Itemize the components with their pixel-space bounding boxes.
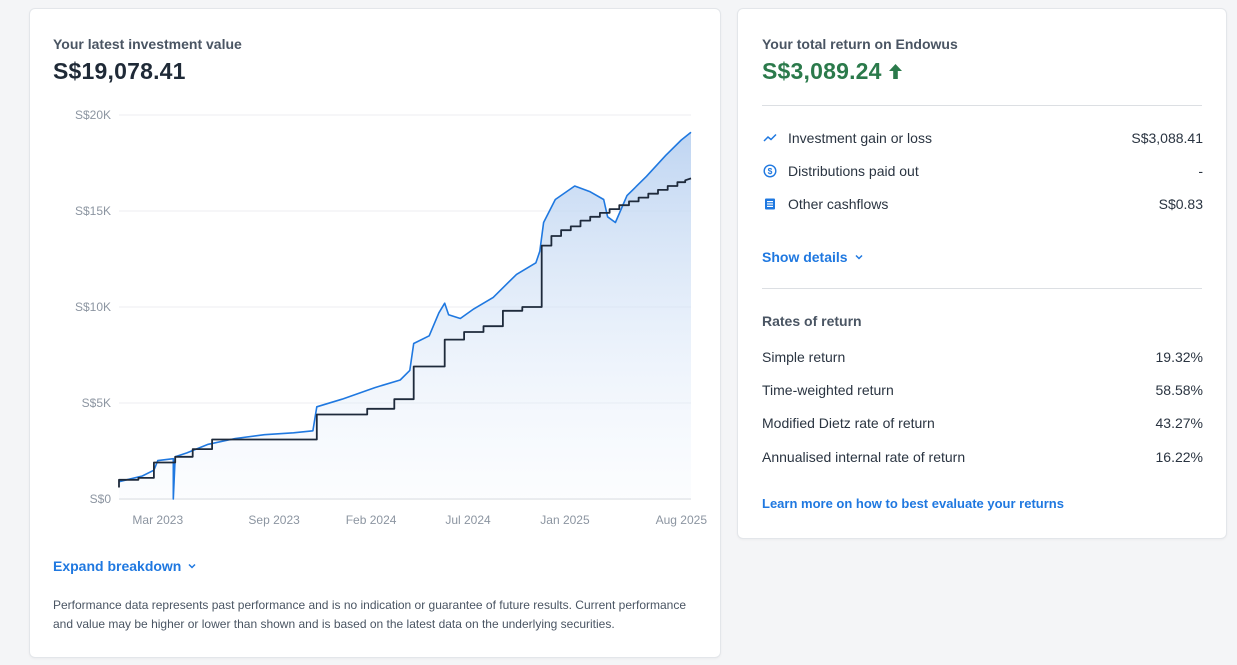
investment-value-card: Your latest investment value S$19,078.41… (29, 8, 721, 658)
investment-value-line (118, 131, 692, 500)
rate-row: Time-weighted return 58.58% (762, 379, 1203, 401)
arrow-up-icon (888, 64, 902, 79)
y-tick-label: S$5K (82, 396, 111, 410)
other-cashflows-label: Other cashflows (788, 196, 889, 212)
return-breakdown-row: Other cashflows S$0.83 (762, 193, 1203, 215)
simple-return-label: Simple return (762, 349, 846, 365)
x-tick-label: Jan 2025 (540, 513, 590, 527)
total-return-amount: S$3,089.24 (762, 58, 903, 85)
x-tick-label: Sep 2023 (248, 513, 300, 527)
rate-row: Annualised internal rate of return 16.22… (762, 446, 1203, 468)
investment-gain-label: Investment gain or loss (788, 130, 932, 146)
rate-row: Simple return 19.32% (762, 346, 1203, 368)
dollar-coin-icon: $ (762, 163, 778, 179)
total-return-title: Your total return on Endowus (762, 36, 958, 52)
expand-breakdown-link[interactable]: Expand breakdown (53, 558, 197, 574)
investment-value-title: Your latest investment value (53, 36, 242, 52)
show-details-link[interactable]: Show details (762, 249, 864, 265)
annualised-irr-label: Annualised internal rate of return (762, 449, 966, 465)
investment-value-amount: S$19,078.41 (53, 58, 186, 84)
modified-dietz-value: 43.27% (1155, 415, 1203, 431)
return-breakdown-row: Investment gain or loss S$3,088.41 (762, 127, 1203, 149)
other-cashflows-value: S$0.83 (1158, 196, 1203, 212)
investment-value-area (119, 132, 691, 500)
x-tick-label: Aug 2025 (656, 513, 708, 527)
investment-chart[interactable]: S$20K S$15K S$10K S$5K S$0 Mar 2023 Sep 2023 Fe… (30, 9, 720, 549)
learn-more-link[interactable]: Learn more on how to best evaluate your … (762, 496, 1064, 511)
modified-dietz-label: Modified Dietz rate of return (762, 415, 935, 431)
performance-disclaimer: Performance data represents past perform… (53, 598, 687, 631)
distributions-label: Distributions paid out (788, 163, 919, 179)
x-tick-label: Mar 2023 (132, 513, 183, 527)
net-invested-line (118, 177, 692, 488)
y-tick-label: S$15K (75, 204, 111, 218)
investment-gain-value: S$3,088.41 (1131, 130, 1203, 146)
divider (762, 105, 1202, 106)
divider (762, 288, 1202, 289)
chevron-down-icon (188, 563, 196, 569)
chevron-down-icon (855, 254, 863, 260)
trend-icon (762, 130, 778, 146)
svg-text:$: $ (768, 166, 773, 176)
show-details-label: Show details (762, 249, 848, 265)
rates-of-return-title: Rates of return (762, 313, 862, 329)
y-tick-label: S$10K (75, 300, 111, 314)
y-tick-label: S$0 (90, 492, 112, 506)
simple-return-value: 19.32% (1155, 349, 1203, 365)
time-weighted-return-label: Time-weighted return (762, 382, 894, 398)
x-tick-label: Jul 2024 (445, 513, 491, 527)
expand-breakdown-label: Expand breakdown (53, 558, 182, 574)
total-return-value: S$3,089.24 (762, 58, 882, 84)
document-icon (762, 196, 778, 212)
total-return-card: Your total return on Endowus S$3,089.24 … (737, 8, 1227, 539)
return-breakdown-row: $ Distributions paid out - (762, 160, 1203, 182)
y-tick-label: S$20K (75, 108, 111, 122)
distributions-value: - (1198, 163, 1203, 179)
time-weighted-return-value: 58.58% (1155, 382, 1203, 398)
rate-row: Modified Dietz rate of return 43.27% (762, 412, 1203, 434)
x-tick-label: Feb 2024 (346, 513, 397, 527)
annualised-irr-value: 16.22% (1155, 449, 1203, 465)
